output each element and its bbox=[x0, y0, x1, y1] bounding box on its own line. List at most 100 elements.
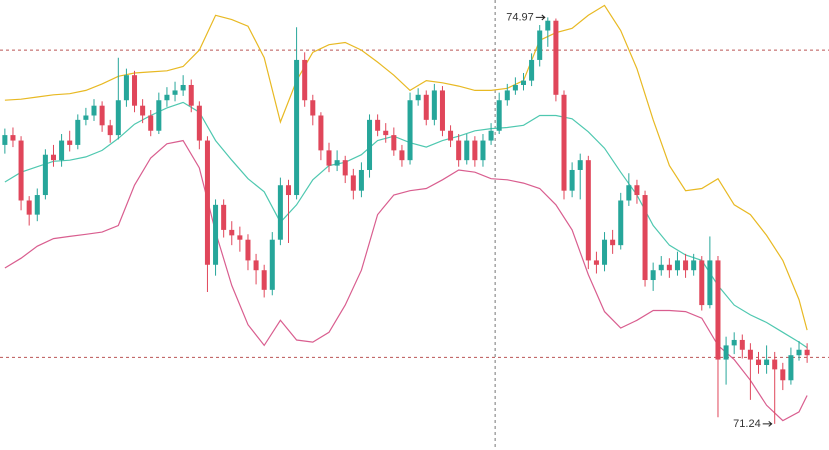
candle-body bbox=[229, 229, 235, 236]
candle-body bbox=[642, 195, 648, 281]
candle-body bbox=[415, 94, 421, 101]
candle-body bbox=[553, 20, 559, 95]
candle-body bbox=[577, 160, 583, 170]
candle-body bbox=[537, 30, 543, 60]
candle-body bbox=[804, 349, 810, 356]
candle-body bbox=[26, 200, 32, 215]
candle-body bbox=[91, 105, 97, 116]
candle-body bbox=[334, 160, 340, 166]
candle-body bbox=[407, 100, 413, 161]
candle-body bbox=[123, 75, 129, 101]
candle-body bbox=[213, 204, 219, 265]
candle-body bbox=[731, 339, 737, 346]
candle-body bbox=[253, 260, 259, 271]
candle-body bbox=[610, 239, 616, 246]
candle-body bbox=[383, 130, 389, 136]
candle-body bbox=[788, 355, 794, 381]
candle-body bbox=[796, 349, 802, 356]
candle-body bbox=[294, 59, 300, 196]
candle-body bbox=[196, 105, 202, 141]
candle-body bbox=[464, 140, 470, 161]
candle-body bbox=[245, 239, 251, 261]
candle-body bbox=[318, 115, 324, 151]
candle-body bbox=[350, 175, 356, 191]
candle-body bbox=[602, 239, 608, 265]
candle-body bbox=[448, 130, 454, 141]
candle-body bbox=[747, 349, 753, 360]
band-line bbox=[4, 101, 808, 349]
candle-body bbox=[140, 105, 146, 116]
candle-body bbox=[626, 185, 632, 201]
candle-body bbox=[658, 264, 664, 271]
candle-body bbox=[545, 20, 551, 31]
candle-body bbox=[699, 260, 705, 306]
candle-body bbox=[772, 359, 778, 370]
min-arrow bbox=[762, 420, 773, 427]
candle-body bbox=[310, 100, 316, 116]
candle-body bbox=[342, 160, 348, 176]
min-label: 71.24 bbox=[733, 418, 761, 430]
candle-body bbox=[674, 260, 680, 271]
candle-body bbox=[164, 94, 170, 101]
candle-body bbox=[529, 59, 535, 81]
candle-body bbox=[496, 100, 502, 131]
candle-body bbox=[561, 94, 567, 191]
candle-body bbox=[75, 119, 81, 145]
candle-body bbox=[269, 239, 275, 290]
candle-body bbox=[755, 359, 762, 366]
candle-body bbox=[707, 260, 713, 306]
candle-body bbox=[650, 270, 656, 281]
candle-body bbox=[204, 140, 210, 265]
candle-body bbox=[723, 345, 729, 360]
candle-body bbox=[326, 150, 332, 166]
candle-body bbox=[50, 154, 56, 161]
candle-body bbox=[107, 125, 113, 136]
candle-body bbox=[367, 119, 373, 170]
candle-body bbox=[456, 140, 462, 161]
candle-body bbox=[512, 84, 518, 91]
candle-body bbox=[156, 100, 162, 131]
candle-body bbox=[439, 90, 445, 131]
candle-body bbox=[399, 150, 405, 161]
candle-body bbox=[569, 169, 575, 191]
candle-body bbox=[18, 140, 24, 201]
candle-body bbox=[666, 264, 672, 271]
candle-body bbox=[42, 154, 48, 196]
candle-body bbox=[2, 135, 8, 145]
candle-body bbox=[634, 185, 640, 196]
candle-body bbox=[221, 204, 227, 230]
band-line bbox=[4, 4, 808, 331]
candle-body bbox=[739, 339, 745, 350]
candle-body bbox=[593, 260, 599, 265]
candle-body bbox=[472, 140, 478, 161]
candle-body bbox=[34, 195, 40, 215]
candle-body bbox=[132, 75, 138, 106]
candle-body bbox=[715, 260, 721, 360]
candle-body bbox=[358, 169, 364, 191]
candle-body bbox=[115, 100, 121, 136]
candle-body bbox=[504, 90, 510, 101]
candle-body bbox=[237, 235, 243, 240]
candle-body bbox=[691, 260, 697, 271]
candle-body bbox=[585, 160, 591, 261]
candle-body bbox=[180, 84, 186, 91]
candle-body bbox=[618, 200, 624, 246]
max-label: 74.97 bbox=[506, 11, 534, 23]
candle-body bbox=[780, 369, 786, 381]
max-arrow bbox=[535, 14, 546, 21]
candle-body bbox=[148, 115, 154, 131]
candle-body bbox=[488, 130, 494, 141]
candle-body bbox=[480, 140, 486, 161]
candle-body bbox=[59, 140, 65, 161]
candle-body bbox=[99, 105, 105, 126]
candle-body bbox=[764, 359, 770, 366]
candle-body bbox=[391, 135, 397, 151]
candle-body bbox=[423, 94, 429, 120]
candle-body bbox=[375, 119, 381, 131]
candle-body bbox=[285, 185, 292, 196]
candle-body bbox=[261, 270, 267, 290]
candle-body bbox=[277, 185, 283, 240]
candle-body bbox=[683, 260, 689, 271]
